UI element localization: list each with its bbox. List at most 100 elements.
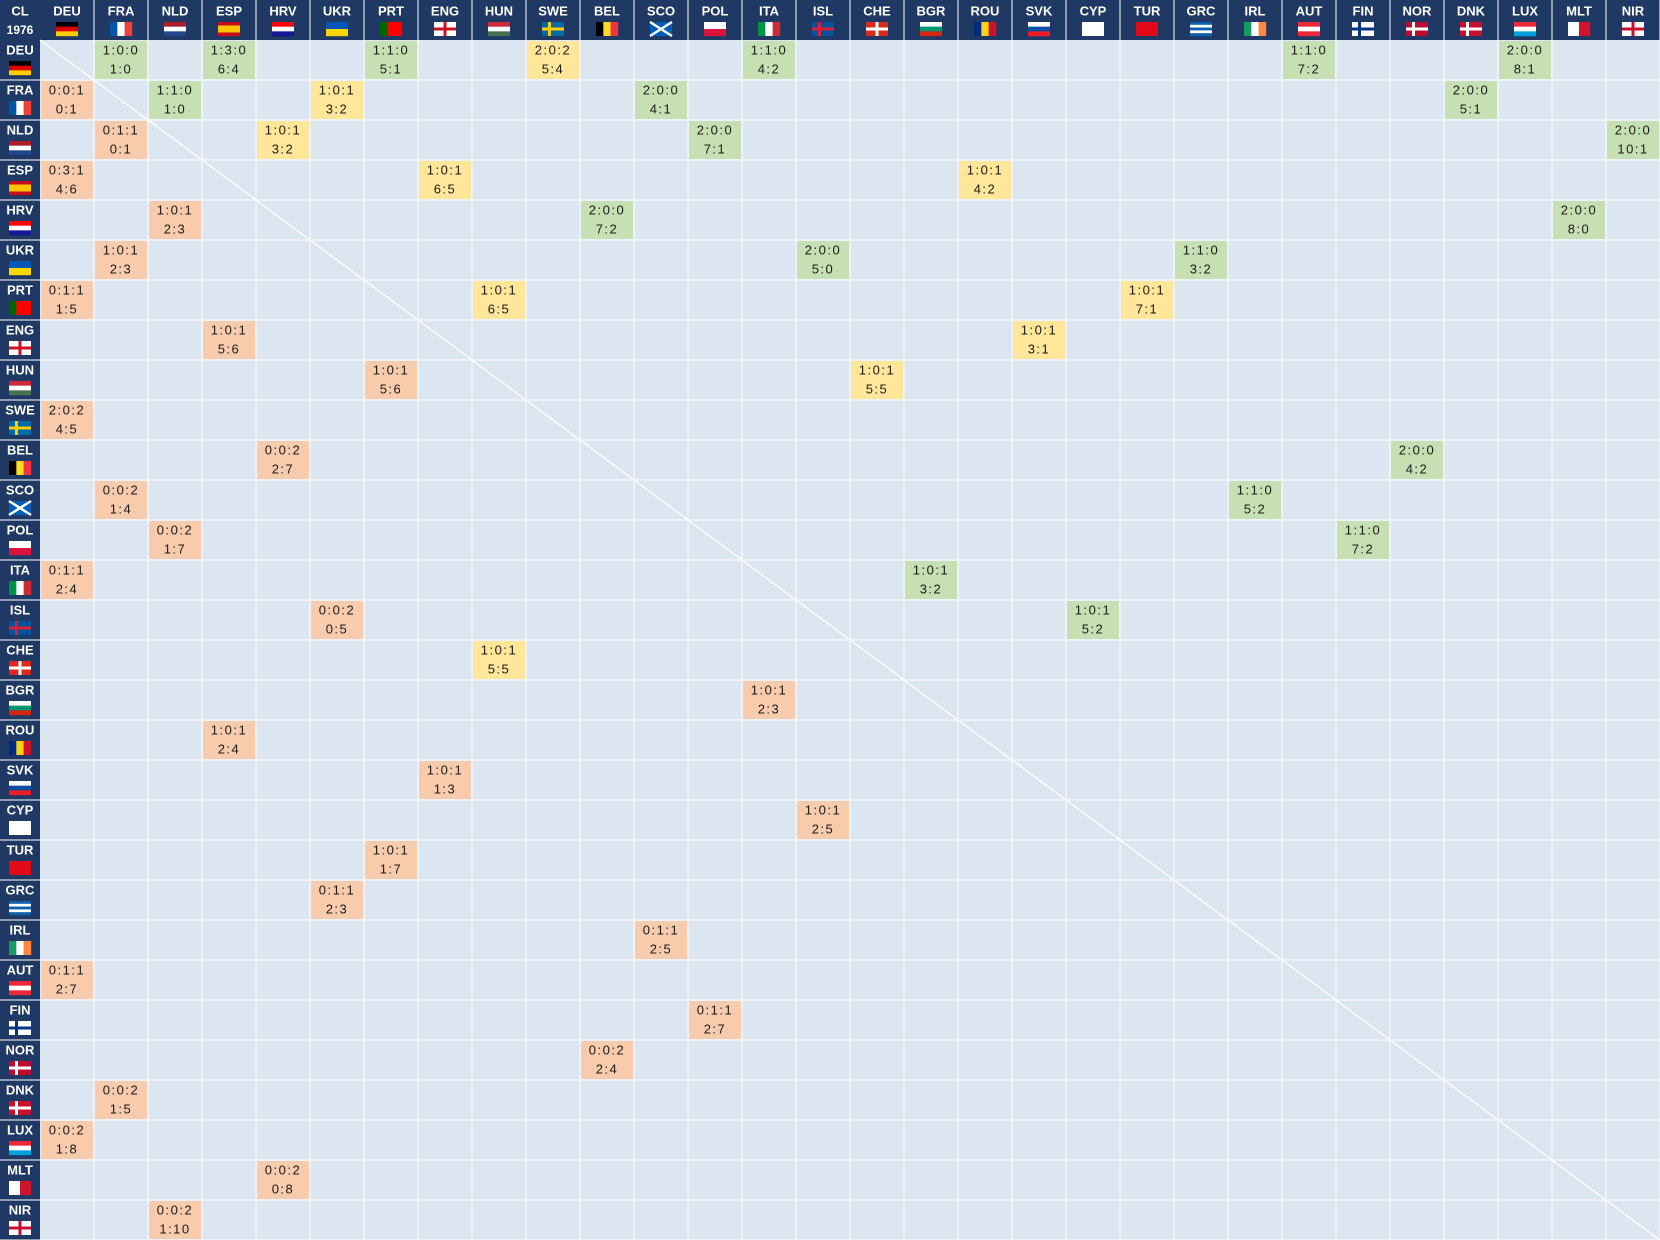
row-header: CHE [6,642,34,657]
flag-icon [9,1181,32,1195]
aggregate-record: 1:0:1 [427,162,463,177]
flag-stripe [9,184,31,189]
flag-stripe [9,188,31,192]
aggregate-score: 3:2 [1190,261,1213,276]
flag-cross [9,1226,31,1230]
result-badge [1337,521,1389,559]
flag-cross [434,27,456,31]
flag-field [9,861,31,875]
aggregate-record: 1:0:1 [751,682,787,697]
flag-stripe [9,381,31,386]
result-badge [581,1041,633,1079]
result-badge [149,201,201,239]
flag-stripe [56,22,78,27]
aggregate-record: 0:1:1 [643,922,679,937]
row-header: LUX [7,1122,33,1137]
row-header: ESP [7,162,33,177]
flag-stripe [9,301,17,315]
flag-stripe [394,22,403,36]
aggregate-score: 2:3 [164,221,187,236]
flag-stripe [1028,22,1050,27]
flag-stripe [9,548,31,556]
row-header: TUR [7,842,34,857]
flag-stripe [9,1141,31,1146]
column-header: FIN [1353,3,1374,18]
aggregate-record: 0:0:1 [49,82,85,97]
aggregate-record: 0:0:2 [103,482,139,497]
aggregate-record: 2:0:2 [49,402,85,417]
flag-field [9,821,31,835]
flag-icon [9,381,31,396]
flag-icon [9,861,31,875]
flag-stripe [1298,26,1320,32]
result-badge [95,41,147,79]
flag-stripe [218,32,240,37]
column-header: SWE [538,3,568,18]
aggregate-score: 10:1 [1617,141,1648,156]
result-badge [311,81,363,119]
aggregate-record: 1:1:0 [1291,42,1327,57]
flag-stripe [772,22,781,36]
flag-stripe [23,581,32,595]
flag-stripe [1568,22,1580,36]
flag-icon [1028,22,1050,37]
flag-stripe [1251,22,1259,36]
row-header: ISL [10,602,30,617]
flag-icon [56,22,78,37]
flag-stripe [1514,26,1536,32]
flag-icon [974,22,997,36]
column-header: ESP [216,3,242,18]
flag-stripe [9,741,17,755]
result-badge [311,881,363,919]
column-header: GRC [1187,3,1217,18]
column-header: POL [702,3,729,18]
aggregate-record: 1:0:1 [967,162,1003,177]
flag-stripe [9,705,31,711]
aggregate-score: 2:4 [596,1061,619,1076]
flag-stripe [9,790,31,796]
flag-stripe [974,22,982,36]
row-header: NOR [6,1042,36,1057]
flag-stripe [387,22,395,36]
aggregate-score: 7:2 [1298,61,1321,76]
result-badge [905,561,957,599]
flag-stripe [1190,24,1212,28]
aggregate-score: 0:1 [110,141,133,156]
aggregate-score: 1:0 [110,61,133,76]
aggregate-record: 2:0:0 [697,122,733,137]
flag-icon [9,621,31,635]
aggregate-score: 4:2 [974,181,997,196]
aggregate-score: 5:1 [380,61,403,76]
row-header: SWE [5,402,35,417]
flag-stripe [1190,30,1212,34]
flag-stripe [488,31,510,37]
aggregate-record: 0:0:2 [265,442,301,457]
flag-stripe [9,181,31,185]
flag-icon [9,1141,31,1156]
flag-stripe [9,385,31,391]
flag-icon [9,61,31,76]
row-header: MLT [7,1162,33,1177]
result-badge [419,161,471,199]
result-badge [635,81,687,119]
flag-icon [9,981,31,996]
column-header: NLD [162,3,189,18]
flag-stripe [9,225,31,231]
aggregate-score: 2:3 [758,701,781,716]
aggregate-record: 1:0:1 [211,722,247,737]
flag-stripe [218,22,240,26]
result-badge [635,921,687,959]
flag-stripe [1244,22,1252,36]
aggregate-score: 4:1 [650,101,673,116]
aggregate-record: 2:0:0 [1399,442,1435,457]
row-header: IRL [10,922,31,937]
flag-stripe [9,230,31,236]
flag-icon [1568,22,1591,36]
flag-icon [9,101,32,115]
aggregate-record: 1:0:1 [859,362,895,377]
flag-stripe [16,461,24,475]
result-badge [689,121,741,159]
aggregate-record: 0:0:2 [103,1082,139,1097]
aggregate-record: 1:0:1 [103,242,139,257]
